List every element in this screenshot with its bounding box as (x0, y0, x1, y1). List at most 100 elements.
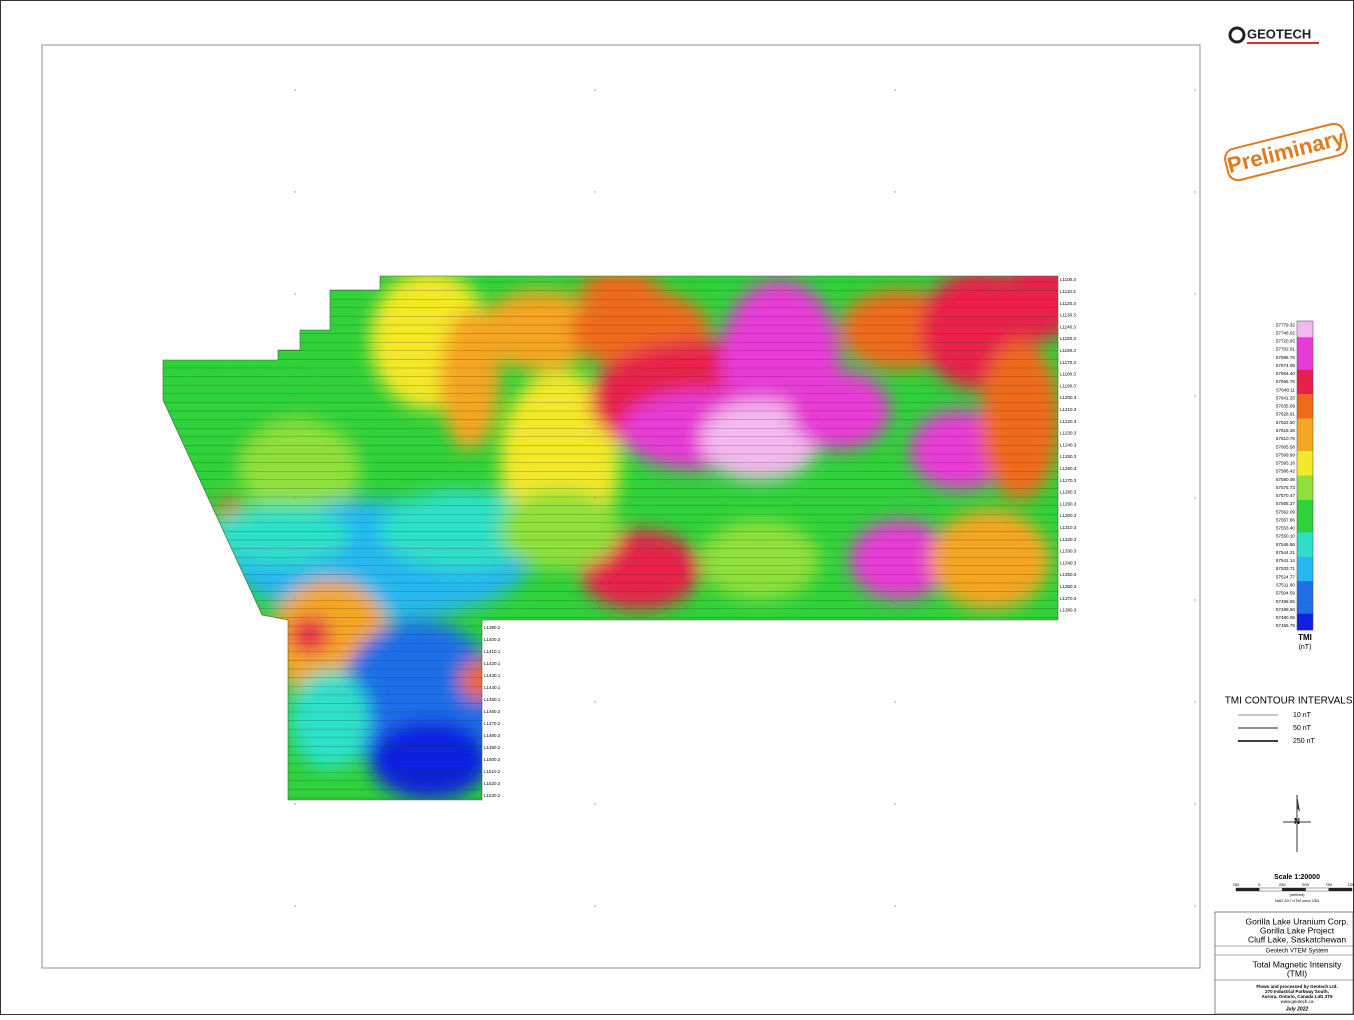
legend-swatch (1297, 402, 1313, 411)
legend-value: 57605.58 (1276, 444, 1296, 449)
anomaly (240, 420, 360, 520)
anomaly (380, 490, 540, 570)
graticule-dot (1194, 905, 1196, 907)
anomaly (290, 617, 330, 653)
legend-value: 57546.86 (1276, 542, 1296, 547)
line-label: L1180.3 (1060, 372, 1076, 377)
graticule-dot (294, 599, 296, 601)
survey-outline (162, 275, 1059, 801)
title-block: Gorilla Lake Uranium Corp. Gorilla Lake … (1214, 911, 1354, 1015)
graticule-dot (1194, 293, 1196, 295)
scale-unit: (metres) (1290, 892, 1306, 897)
legend-value: 57562.09 (1276, 509, 1296, 514)
legend-value: 57779.32 (1276, 322, 1296, 327)
legend-swatch (1297, 548, 1313, 558)
legend-swatch (1297, 410, 1313, 419)
legend-swatch (1297, 467, 1313, 476)
line-label: L1410.1 (484, 649, 501, 654)
legend-swatch (1297, 516, 1313, 525)
legend-swatch (1297, 564, 1313, 574)
scale-tick: 1000 (1348, 882, 1354, 887)
line-label: L1120.3 (1060, 301, 1076, 306)
contour-legend: 10 nT 50 nT 250 nT (1238, 712, 1316, 745)
line-label: L1430.1 (484, 673, 501, 678)
graticule-dot (1194, 497, 1196, 499)
legend-title: TMI (1298, 633, 1312, 642)
legend-value: 57746.02 (1276, 330, 1296, 335)
map-frame (41, 44, 1201, 969)
legend-swatch (1297, 524, 1313, 533)
anomaly (210, 505, 350, 565)
legend-swatch (1297, 386, 1313, 395)
legend-value: 57498.55 (1276, 599, 1296, 604)
legend-value: 57655.76 (1276, 379, 1296, 384)
graticule-dot (594, 701, 596, 703)
graticule-dot (294, 293, 296, 295)
line-label: L1350.3 (1060, 572, 1077, 577)
legend-value: 57541.14 (1276, 558, 1296, 563)
legend-value: 57580.06 (1276, 477, 1296, 482)
legend-swatch (1297, 329, 1313, 338)
graticule-dot (294, 803, 296, 805)
graticule-dot (894, 89, 896, 91)
tmi-grid (163, 276, 1058, 800)
anomaly (370, 720, 490, 800)
anomaly (480, 290, 600, 370)
graticule: L1100.3 L1110.3 L1120.3 L1130.3 L1140.3 L1150… (294, 89, 1196, 907)
legend-swatch (1297, 613, 1313, 623)
legend-swatch (1297, 369, 1313, 379)
line-label: L1450.1 (484, 697, 501, 702)
graticule-dot (894, 701, 896, 703)
graticule-dot (894, 191, 896, 193)
contour-label: 250 nT (1293, 738, 1316, 745)
scale-segment (1235, 887, 1260, 892)
projection: NAD 83 / UTM zone 13N (1275, 898, 1319, 903)
legend-value: 57674.08 (1276, 363, 1296, 368)
graticule-dot (294, 89, 296, 91)
anomaly (1000, 276, 1058, 340)
line-label: L1440.1 (484, 685, 501, 690)
legend-value: 57599.99 (1276, 452, 1296, 457)
line-label: L1260.3 (1060, 466, 1077, 471)
anomaly (580, 276, 660, 310)
line-label: L1170.3 (1060, 360, 1076, 365)
north-arrow: N (1283, 795, 1311, 852)
anomalies (163, 276, 1058, 800)
legend-swatch (1297, 605, 1313, 615)
legend-unit: (nT) (1299, 644, 1312, 651)
graticule-dot (594, 905, 596, 907)
stamp-border (1224, 122, 1348, 182)
date: July 2022 (1286, 1006, 1309, 1012)
line-label: L1240.3 (1060, 442, 1077, 447)
line-label: L1370.3 (1060, 596, 1077, 601)
scale-tick: 250 (1279, 882, 1286, 887)
legend-swatch (1297, 540, 1313, 549)
legend-value: 57544.21 (1276, 550, 1296, 555)
scale-segment (1305, 887, 1329, 892)
graticule-dot (294, 905, 296, 907)
legend-swatch (1297, 321, 1313, 330)
graticule-dot (294, 701, 296, 703)
legend-swatch (1297, 418, 1313, 428)
legend-swatch (1297, 573, 1313, 582)
map-subtitle: (TMI) (1287, 968, 1307, 978)
graticule-dot (894, 497, 896, 499)
system: Geotech VTEM System (1266, 949, 1329, 955)
legend-swatch (1297, 508, 1313, 517)
legend-value: 57553.40 (1276, 526, 1296, 531)
legend-value: 57635.09 (1276, 404, 1296, 409)
legend-value: 57570.47 (1276, 493, 1296, 498)
line-label: L1330.3 (1060, 549, 1077, 554)
line-label: L1270.3 (1060, 478, 1077, 483)
contour-title: TMI CONTOUR INTERVALS: (1225, 696, 1354, 707)
line-label: L1500.2 (484, 757, 501, 762)
north-head (1297, 795, 1300, 812)
legend-swatch (1297, 499, 1313, 509)
scale-bar: 250 0 250 500 750 1000 (1233, 882, 1354, 892)
legend-value: 57622.50 (1276, 420, 1296, 425)
legend-value: 57648.11 (1276, 387, 1295, 392)
line-label: L1230.3 (1060, 431, 1077, 436)
line-label: L1490.2 (484, 745, 501, 750)
legend-swatch (1297, 451, 1313, 460)
graticule-dot (294, 395, 296, 397)
